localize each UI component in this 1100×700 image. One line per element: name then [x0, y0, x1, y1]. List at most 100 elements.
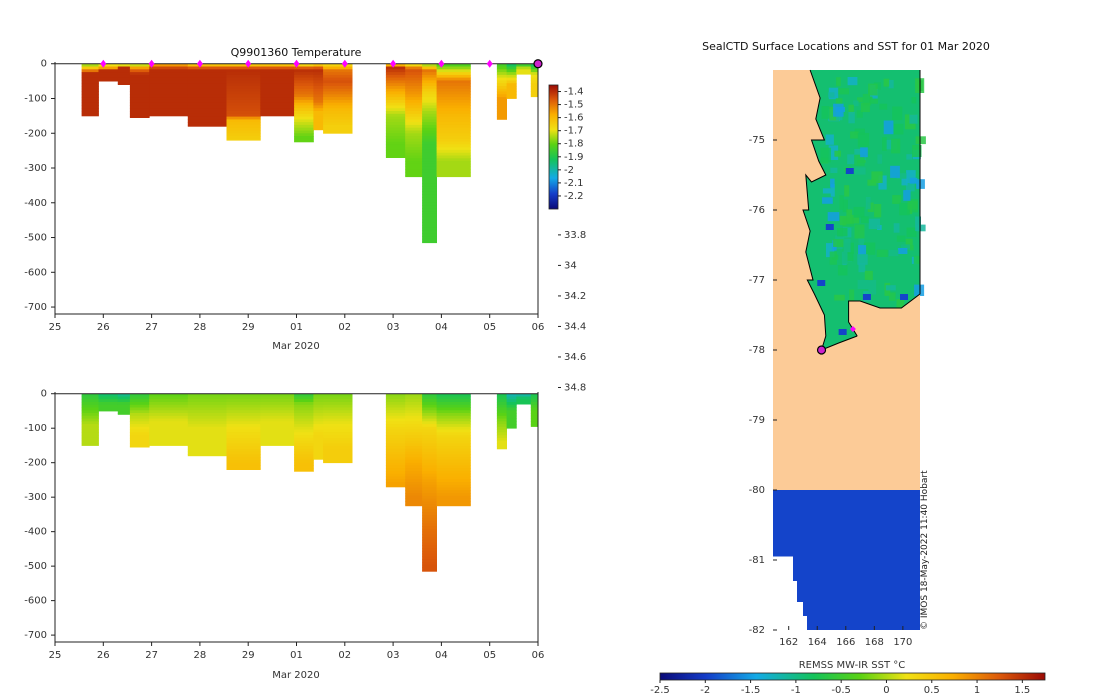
temp-colorbar-tick-label: -1.5	[564, 100, 584, 111]
sst-patch	[820, 147, 831, 163]
sal-profile	[149, 393, 189, 446]
temp-xtick-label: 28	[194, 322, 207, 333]
sst-patch	[821, 106, 830, 119]
sal-xtick-label: 05	[483, 650, 496, 661]
sal-xtick-label: 28	[194, 650, 207, 661]
temp-profile	[405, 63, 423, 178]
sst-patch	[907, 201, 918, 210]
sst-patch	[896, 235, 906, 242]
sst-patch	[906, 154, 913, 160]
cold-pixel	[862, 294, 871, 300]
sst-patch	[834, 294, 845, 301]
sst-patch	[839, 195, 844, 210]
sal-colorbar-tick-label: 34.6	[564, 352, 586, 363]
sal-profile	[496, 393, 507, 450]
sst-patch	[853, 206, 865, 218]
sst-patch	[829, 251, 837, 265]
sst-patch	[854, 154, 865, 166]
temp-profile	[506, 63, 517, 99]
temp-colorbar-tick-label: -2.2	[564, 191, 584, 202]
temp-ytick-label: -500	[24, 233, 47, 244]
map-xtick-label: 168	[865, 637, 884, 648]
temp-profile	[81, 63, 99, 117]
sst-colorbar-tick-label: -2	[700, 685, 710, 696]
map-ytick-label: -77	[749, 275, 765, 286]
sst-colorbar-tick-label: 1	[974, 685, 980, 696]
sal-profile	[516, 393, 532, 405]
sst-patch	[848, 111, 855, 124]
sst-patch	[877, 154, 883, 164]
seal-position-marker	[849, 326, 856, 332]
sal-ytick-label: 0	[41, 389, 47, 400]
sst-patch	[843, 238, 851, 253]
sst-patch	[856, 110, 863, 118]
sst-patch	[858, 245, 867, 255]
temp-colorbar-tick-label: -1.4	[564, 87, 584, 98]
temp-xtick-label: 04	[435, 322, 448, 333]
sst-patch	[885, 285, 896, 291]
sst-patch	[868, 280, 877, 295]
sst-patch	[858, 263, 866, 273]
sst-patch	[841, 251, 848, 264]
salinity-profiles	[81, 393, 539, 572]
temp-ytick-label: 0	[41, 59, 47, 70]
coastline	[802, 69, 858, 351]
sal-xtick-label: 03	[387, 650, 400, 661]
map-ytick-label: -75	[749, 135, 765, 146]
temp-profile	[385, 63, 406, 158]
sst-patch	[864, 270, 873, 281]
sst-patch	[871, 171, 883, 183]
map-ytick-label: -76	[749, 205, 765, 216]
sst-patch	[888, 292, 896, 301]
temp-profile	[323, 63, 353, 134]
imos-credit: © IMOS 18-May-2022 11:40 Hobart	[920, 470, 930, 630]
map-ytick-label: -79	[749, 415, 765, 426]
sst-patch	[854, 148, 866, 161]
sal-xtick-label: 27	[145, 650, 158, 661]
sst-patch	[911, 97, 917, 104]
sal-profile	[436, 393, 471, 507]
sal-ytick-label: -100	[24, 423, 47, 434]
sst-patch	[857, 279, 869, 289]
sst-patch	[906, 227, 917, 238]
sst-patch	[888, 249, 899, 257]
sst-patch	[912, 145, 922, 157]
sal-profile	[226, 393, 261, 470]
sst-patch	[862, 93, 872, 106]
sst-patch	[892, 106, 903, 121]
surface-marker	[486, 59, 493, 68]
sst-patch	[846, 209, 853, 224]
temp-profile	[422, 63, 437, 244]
temp-colorbar-tick-label: -2.1	[564, 178, 584, 189]
sst-patch	[874, 204, 882, 218]
seal-position-marker	[816, 345, 827, 355]
sal-profile	[385, 393, 406, 488]
map-xtick-label: 170	[893, 637, 912, 648]
temp-ytick-label: -600	[24, 267, 47, 278]
sst-colorbar-tick-label: 1.5	[1014, 685, 1030, 696]
sst-patch	[850, 131, 859, 139]
sal-ytick-label: -500	[24, 561, 47, 572]
temp-xtick-label: 01	[290, 322, 303, 333]
sst-patch	[857, 132, 870, 148]
temp-profile	[530, 63, 539, 98]
coastline	[848, 70, 921, 337]
temp-xtick-label: 25	[49, 322, 62, 333]
sst-patch	[865, 197, 871, 210]
sst-patch	[883, 78, 890, 87]
sst-patch	[893, 123, 904, 135]
sst-patch	[915, 216, 921, 231]
sst-patch	[830, 167, 838, 173]
sal-ytick-label: -700	[24, 630, 47, 641]
sst-patch	[882, 137, 887, 151]
sst-patch	[901, 178, 908, 186]
sst-patch	[890, 165, 900, 178]
surface-marker	[293, 59, 300, 68]
sst-patch	[837, 265, 848, 276]
temp-profile	[260, 63, 295, 117]
sal-xtick-label: 02	[338, 650, 351, 661]
sal-xtick-label: 26	[97, 650, 110, 661]
temp-ytick-label: -100	[24, 93, 47, 104]
sal-ytick-label: -200	[24, 458, 47, 469]
